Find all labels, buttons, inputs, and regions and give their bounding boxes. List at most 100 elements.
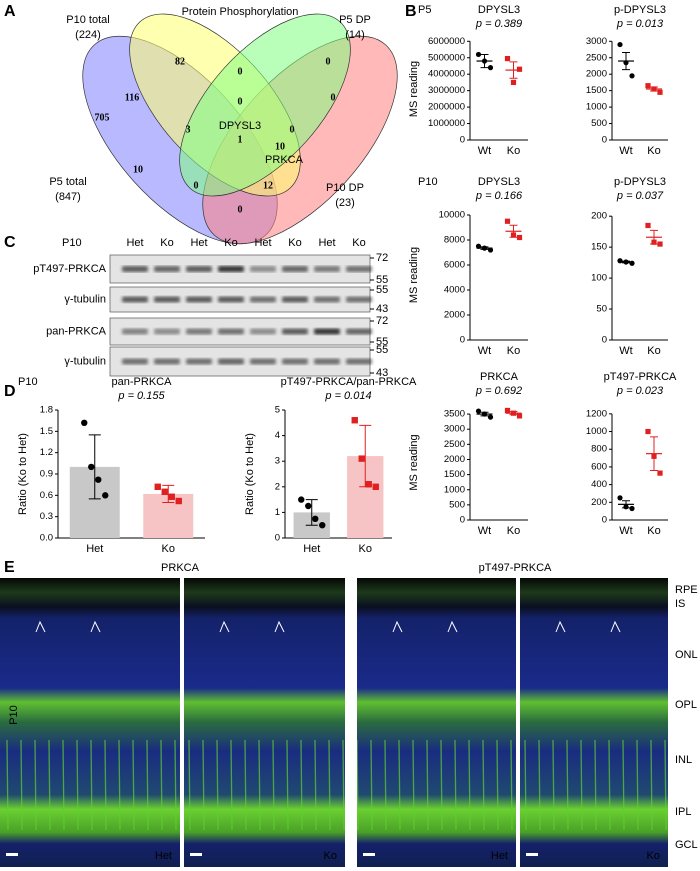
y-tick-label: 6000000 — [428, 36, 465, 47]
x-tick-label: Ko — [507, 525, 520, 537]
arrowhead — [447, 620, 458, 633]
blot-band — [250, 266, 276, 272]
micrograph-fibers — [0, 578, 180, 867]
data-point — [475, 243, 482, 249]
lane-label: Het — [254, 237, 271, 249]
blot-band — [186, 328, 212, 335]
y-axis-label: Ratio (Ko to Het) — [244, 433, 256, 515]
data-point — [358, 455, 365, 462]
region-count: 705 — [95, 112, 110, 123]
lane-label: Het — [190, 237, 207, 249]
x-tick-label: Wt — [478, 525, 491, 537]
data-point — [657, 89, 663, 95]
y-tick-label: 0 — [602, 515, 607, 526]
set-name: P5 total — [49, 176, 86, 188]
micrograph-fibers — [357, 578, 516, 867]
data-point — [168, 493, 175, 500]
y-tick-label: 0.3 — [40, 511, 53, 522]
data-point — [475, 51, 482, 58]
data-point — [504, 407, 511, 414]
data-point — [475, 408, 482, 414]
data-point — [154, 483, 161, 490]
data-point — [372, 483, 379, 490]
arrowhead — [610, 620, 621, 633]
y-tick-label: 0 — [275, 533, 280, 544]
image-age: P10 — [8, 705, 20, 725]
data-point — [645, 83, 651, 89]
image-title: pT497-PRKCA — [479, 562, 552, 574]
chart-subtitle: p = 0.389 — [475, 18, 522, 30]
y-tick-label: 1000 — [586, 426, 607, 437]
blot-band — [122, 266, 148, 272]
region-count: 0 — [238, 96, 243, 107]
blot-band — [282, 358, 308, 365]
chart-title: PRKCA — [480, 371, 519, 383]
y-tick-label: 2000000 — [428, 102, 465, 113]
error-bar — [162, 484, 175, 503]
y-tick-label: 6000 — [444, 260, 465, 271]
marker-label: 55 — [376, 336, 388, 348]
blot-band — [250, 296, 276, 303]
data-point — [481, 245, 488, 251]
row-label: pT497-PRKCA — [33, 263, 106, 275]
x-tick-label: Het — [303, 543, 320, 555]
row-label: γ-tubulin — [64, 293, 106, 305]
set-name: P10 total — [66, 14, 109, 26]
x-tick-label: Ko — [647, 145, 660, 157]
genotype-label: Het — [491, 850, 508, 862]
set-count: (14) — [345, 29, 365, 41]
genotype-label: Ko — [324, 850, 337, 862]
region-count: 10 — [275, 141, 285, 152]
data-point — [305, 502, 312, 510]
y-axis-label: MS reading — [408, 434, 420, 490]
chart-subtitle: p = 0.166 — [475, 190, 523, 202]
chart-subtitle: p = 0.037 — [616, 190, 664, 202]
set-count: (224) — [75, 29, 101, 41]
panel-letter: C — [4, 234, 16, 251]
x-tick-label: Wt — [478, 345, 491, 357]
blot-band — [314, 296, 340, 303]
y-tick-label: 600 — [591, 461, 607, 472]
genotype-label: Het — [155, 850, 172, 862]
y-tick-label: 8000 — [444, 235, 465, 246]
x-tick-label: Wt — [619, 345, 632, 357]
row-label: pan-PRKCA — [46, 325, 107, 337]
data-point — [617, 41, 623, 48]
y-tick-label: 1000000 — [428, 118, 465, 129]
blot-band — [122, 328, 148, 335]
region-count: 0 — [194, 180, 199, 191]
data-point — [481, 58, 488, 64]
y-tick-label: 5 — [275, 405, 280, 416]
y-tick-label: 50 — [596, 304, 607, 315]
panel-letter: D — [4, 383, 16, 400]
data-point — [510, 232, 517, 238]
x-tick-label: Ko — [647, 345, 660, 357]
y-tick-label: 0 — [602, 135, 607, 146]
region-count: 1 — [238, 134, 243, 145]
y-tick-label: 2000 — [444, 454, 465, 465]
blot-band — [250, 358, 276, 365]
layer-label: INL — [675, 754, 692, 766]
y-tick-label: 3000 — [586, 36, 607, 47]
blot-band — [154, 266, 180, 272]
scale-bar — [526, 853, 538, 856]
marker-label: 55 — [376, 284, 388, 296]
arrowhead — [219, 620, 230, 633]
x-tick-label: Ko — [162, 543, 175, 555]
x-tick-label: Het — [86, 543, 103, 555]
y-tick-label: 0.9 — [40, 469, 53, 480]
y-tick-label: 4 — [275, 430, 280, 441]
x-tick-label: Wt — [478, 145, 491, 157]
data-point — [95, 476, 102, 483]
y-tick-label: 10000 — [439, 210, 465, 221]
blot-band — [346, 328, 372, 335]
data-point — [629, 505, 635, 512]
data-point — [487, 65, 494, 71]
image-title: PRKCA — [161, 562, 200, 574]
y-tick-label: 400 — [591, 479, 607, 490]
micrograph-fibers — [184, 578, 345, 867]
panel-letter: E — [4, 559, 15, 576]
data-point — [175, 497, 182, 505]
panel-label: P10 — [418, 176, 438, 188]
